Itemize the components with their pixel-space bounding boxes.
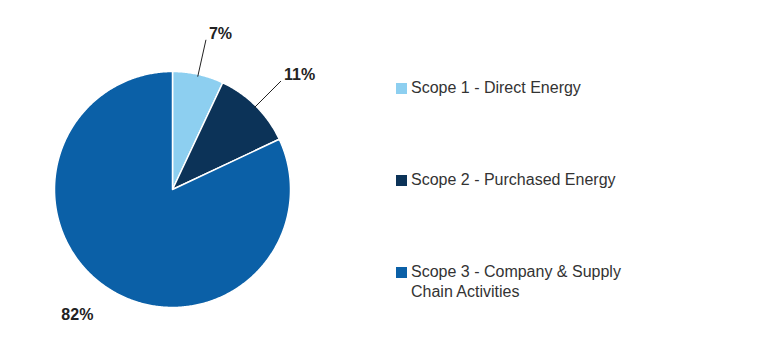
html-text:Scope 1 - Direct Energy: Scope 1 - Direct Energy [411,79,581,96]
svg-text:11%: 11% [284,66,315,83]
html-text:Scope 3 - Company & Supply Cha: Scope 3 - Company & Supply Chain Activit… [411,263,621,300]
html-text:Scope 2 - Purchased Energy: Scope 2 - Purchased Energy [411,171,616,188]
svg-text:7%: 7% [209,25,232,42]
svg-text:82%: 82% [61,306,93,323]
